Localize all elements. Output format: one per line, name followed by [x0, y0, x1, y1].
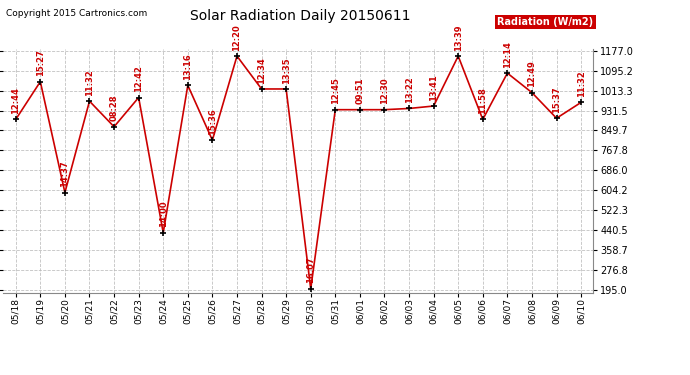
Text: 12:20: 12:20 [233, 24, 241, 51]
Text: 15:36: 15:36 [208, 108, 217, 135]
Text: 14:00: 14:00 [159, 201, 168, 227]
Text: 15:27: 15:27 [36, 50, 45, 76]
Text: 12:44: 12:44 [11, 87, 20, 114]
Text: 11:32: 11:32 [85, 69, 94, 96]
Text: 13:39: 13:39 [454, 24, 463, 51]
Text: 11:58: 11:58 [478, 87, 487, 114]
Text: 15:37: 15:37 [552, 86, 561, 113]
Text: 13:22: 13:22 [404, 76, 413, 103]
Text: 08:28: 08:28 [110, 95, 119, 122]
Text: 11:32: 11:32 [577, 70, 586, 97]
Text: 12:42: 12:42 [134, 65, 143, 92]
Text: 16:07: 16:07 [306, 257, 315, 284]
Text: Copyright 2015 Cartronics.com: Copyright 2015 Cartronics.com [6, 9, 147, 18]
Text: 09:51: 09:51 [355, 78, 364, 104]
Text: 12:45: 12:45 [331, 78, 339, 104]
Text: 12:30: 12:30 [380, 78, 389, 104]
Text: 13:41: 13:41 [429, 74, 438, 100]
Text: 13:35: 13:35 [282, 57, 290, 84]
Text: 13:16: 13:16 [184, 53, 193, 80]
Text: Solar Radiation Daily 20150611: Solar Radiation Daily 20150611 [190, 9, 411, 23]
Text: Radiation (W/m2): Radiation (W/m2) [497, 17, 593, 27]
Text: 12:14: 12:14 [503, 41, 512, 68]
Text: 12:34: 12:34 [257, 57, 266, 84]
Text: 12:49: 12:49 [527, 60, 536, 87]
Text: 14:37: 14:37 [61, 160, 70, 187]
